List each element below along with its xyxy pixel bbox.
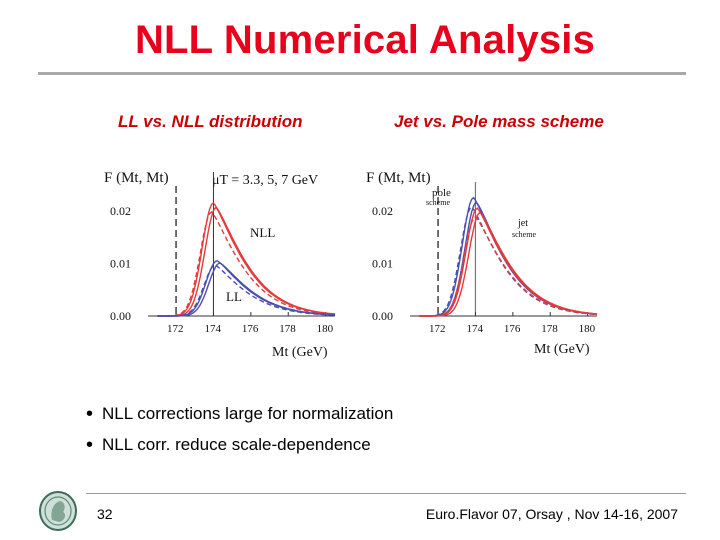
series-line-ll: [157, 260, 336, 317]
x-tick-label: 176: [242, 323, 259, 335]
series-label-ll: LL: [226, 289, 242, 304]
page-number: 32: [97, 506, 113, 522]
series-line-pole-scheme: [419, 196, 598, 317]
slide-title: NLL Numerical Analysis: [134, 18, 596, 62]
bullet-text: NLL corrections large for normalization: [102, 403, 394, 423]
institute-logo: [38, 490, 78, 537]
series-line-nll: [157, 201, 336, 317]
y-tick-label: 0.01: [110, 256, 131, 270]
series-label-nll: NLL: [250, 225, 275, 240]
subheading-left: LL vs. NLL distribution: [118, 112, 303, 131]
series-line-ll: [157, 262, 336, 317]
ticks: 172 174 176 178 180 0.00 0.01 0.02: [372, 204, 596, 335]
bullet-dot-icon: •: [86, 402, 94, 425]
y-tick-label: 0.01: [372, 256, 393, 270]
chart-ll-vs-nll: F (Mt, Mt) μT = 3.3, 5, 7 GeV 172 174 176 1…: [100, 160, 345, 370]
x-tick-label: 172: [167, 323, 184, 335]
x-tick-label: 174: [204, 323, 221, 335]
series-line-nll: [157, 211, 336, 317]
x-tick-label: 180: [317, 323, 334, 335]
seal-icon: [39, 491, 77, 531]
series-line-jet-scheme: [419, 215, 598, 317]
footer-divider: [86, 493, 686, 494]
series-sublabel-jet: scheme: [512, 230, 536, 239]
bullet-list: • NLL corrections large for normalizatio…: [86, 398, 393, 460]
title-divider: [38, 72, 686, 75]
xlabel: Mt (GeV): [534, 342, 590, 357]
x-tick-label: 178: [279, 323, 296, 335]
x-tick-label: 172: [429, 323, 446, 335]
y-tick-label: 0.00: [372, 309, 393, 323]
bullet-item: • NLL corr. reduce scale-dependence: [86, 429, 393, 460]
series-label-pole: pole: [432, 187, 451, 199]
series-line-ll: [157, 264, 336, 317]
x-tick-label: 176: [504, 323, 521, 335]
curves: [157, 201, 336, 317]
series-sublabel-pole: scheme: [426, 198, 450, 207]
y-tick-label: 0.02: [110, 204, 131, 218]
ticks: 172 174 176 178 180 0.00 0.01 0.02: [110, 204, 334, 335]
series-line-nll: [157, 206, 336, 317]
ylabel: F (Mt, Mt): [104, 170, 169, 186]
series-line-pole-scheme: [419, 201, 598, 317]
bullet-text: NLL corr. reduce scale-dependence: [102, 434, 371, 454]
chart-jet-vs-pole: F (Mt, Mt) 172 174 176 178 180 0.00 0.01 0.02 p…: [362, 160, 607, 370]
annotation: μT = 3.3, 5, 7 GeV: [212, 173, 318, 188]
x-tick-label: 174: [466, 323, 483, 335]
curves: [419, 196, 598, 317]
series-line-jet-scheme: [419, 212, 598, 317]
series-label-jet: jet: [517, 218, 528, 229]
y-tick-label: 0.00: [110, 309, 131, 323]
footer-text: Euro.Flavor 07, Orsay , Nov 14-16, 2007: [425, 506, 678, 522]
bullet-dot-icon: •: [86, 433, 94, 456]
chart-jet-vs-pole-svg: F (Mt, Mt) 172 174 176 178 180 0.00 0.01 0.02 p…: [366, 170, 598, 357]
xlabel: Mt (GeV): [272, 345, 328, 360]
bullet-item: • NLL corrections large for normalizatio…: [86, 398, 393, 429]
subheading-right: Jet vs. Pole mass scheme: [394, 112, 604, 131]
x-tick-label: 178: [541, 323, 558, 335]
x-tick-label: 180: [579, 323, 596, 335]
ylabel: F (Mt, Mt): [366, 170, 431, 186]
y-tick-label: 0.02: [372, 204, 393, 218]
chart-ll-vs-nll-svg: F (Mt, Mt) μT = 3.3, 5, 7 GeV 172 174 176 1…: [104, 170, 336, 360]
